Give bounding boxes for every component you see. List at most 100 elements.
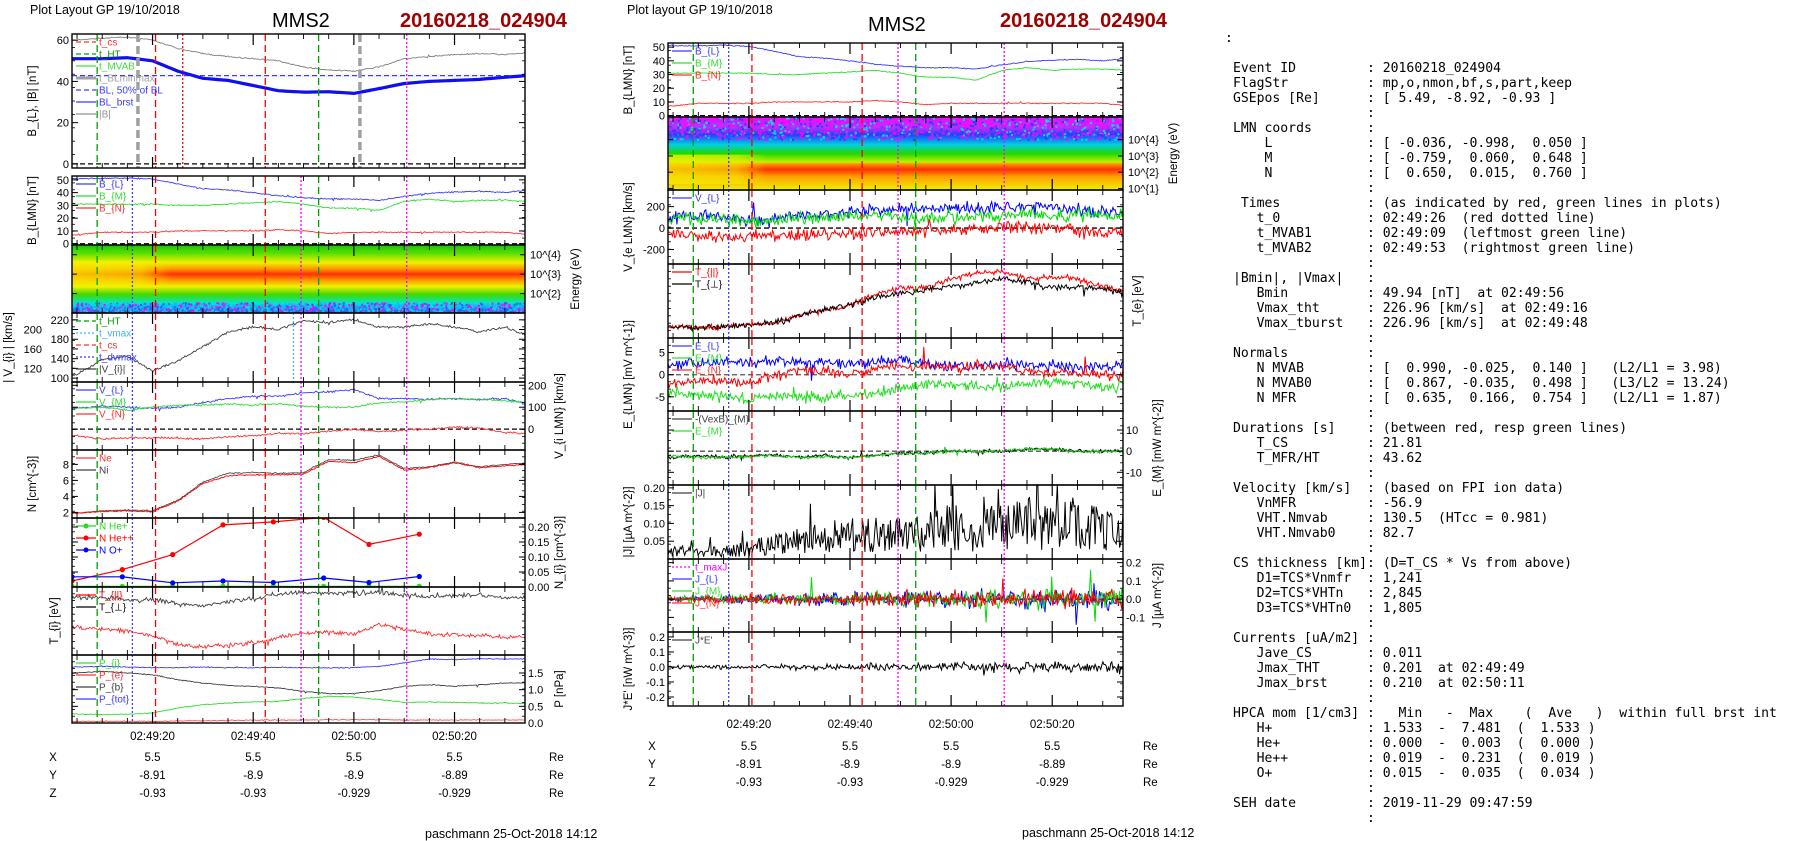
panel-frame xyxy=(71,33,526,169)
layout-label: Plot layout GP 19/10/2018 xyxy=(627,3,773,17)
series-line xyxy=(72,657,525,669)
summary-colon: : xyxy=(1367,256,1383,271)
time-tick-label: 02:50:00 xyxy=(331,731,376,743)
y-axis-label: B_{L}, |B| [nT] xyxy=(27,65,39,136)
series-line xyxy=(72,397,525,412)
summary-label: O+ xyxy=(1233,766,1273,781)
y-tick-label: 160 xyxy=(24,344,42,356)
y-tick-label: 0.15 xyxy=(644,501,665,513)
summary-value: (based on FPI ion data) xyxy=(1382,481,1565,496)
legend-label: t_maxJ xyxy=(695,563,727,574)
panel-frame xyxy=(71,654,526,724)
y-axis-label: Energy (eV) xyxy=(570,248,582,310)
summary-value: (as indicated by red, green lines in plo… xyxy=(1382,196,1722,211)
ephemeris-value: -8.91 xyxy=(736,759,762,771)
y-tick-label: 0 xyxy=(1126,446,1132,458)
ephemeris-value: 5.5 xyxy=(447,752,463,764)
y-axis-label: J [µA m^{-2}] xyxy=(1152,563,1164,628)
summary-row: He++: 0.019 - 0.231 ( 0.019 ) xyxy=(1233,751,1777,766)
summary-colon: : xyxy=(1367,541,1383,556)
summary-colon: : xyxy=(1367,736,1383,751)
summary-label: N MFR xyxy=(1233,391,1297,406)
series-line xyxy=(72,695,525,716)
y-tick-label: 10^{3} xyxy=(530,269,561,281)
y-tick-label: 20 xyxy=(57,118,69,130)
summary-colon: : xyxy=(1367,316,1383,331)
series-line xyxy=(72,198,525,213)
series-line xyxy=(668,660,1123,676)
ephemeris-unit: Re xyxy=(549,788,564,800)
summary-colon: : xyxy=(1367,136,1383,151)
series-line xyxy=(668,485,1123,558)
series-line xyxy=(72,228,525,236)
y-tick-label: 40 xyxy=(653,56,665,68)
legend-label: t_HT xyxy=(99,317,121,328)
ephemeris-value: -8.91 xyxy=(139,770,165,782)
y-tick-label: 6 xyxy=(63,475,69,487)
summary-label: FlagStr xyxy=(1233,76,1289,91)
summary-label: N xyxy=(1233,166,1273,181)
summary-colon: : xyxy=(1367,586,1383,601)
summary-colon: : xyxy=(1367,646,1383,661)
series-line xyxy=(668,199,1123,228)
summary-colon: : xyxy=(1367,436,1383,451)
summary-colon: : xyxy=(1367,526,1383,541)
legend-label: P_{b} xyxy=(99,683,124,694)
y-tick-label: -0.1 xyxy=(1126,612,1145,624)
summary-value: 0.011 xyxy=(1382,646,1423,661)
legend-label: V_{L} xyxy=(695,194,720,205)
summary-colon: : xyxy=(1367,196,1383,211)
summary-value: 1.533 - 7.481 ( 1.533 ) xyxy=(1382,721,1596,736)
data-point xyxy=(321,575,327,581)
summary-colon: : xyxy=(1367,661,1383,676)
legend-label: E_{L} xyxy=(695,342,720,353)
series-line xyxy=(668,44,1123,70)
summary-value: (D=T_CS * Vs from above) xyxy=(1382,556,1572,571)
series-line xyxy=(72,575,420,584)
time-tick-label: 02:50:00 xyxy=(929,719,974,731)
summary-label: Vmax_tburst xyxy=(1233,316,1344,331)
footer-credit: paschmann 25-Oct-2018 14:12 xyxy=(425,827,597,841)
summary-row: N MFR: [ 0.635, 0.166, 0.754 ] (L2/L1 = … xyxy=(1233,391,1777,406)
summary-value: [ 0.635, 0.166, 0.754 ] (L2/L1 = 1.87) xyxy=(1382,391,1722,406)
legend-label: |J| xyxy=(695,489,705,500)
spectrogram-noise xyxy=(668,117,1123,141)
summary-row: Normals: xyxy=(1233,346,1777,361)
series-line xyxy=(72,454,525,514)
y-tick-label: 0 xyxy=(528,424,534,436)
summary-value: 43.62 xyxy=(1382,451,1423,466)
panel-frame xyxy=(71,517,526,588)
panel: 100 120 140 160 180 200 220 t_HTt_vmaxt_cst_dvm… xyxy=(3,312,526,385)
summary-value: [ 0.650, 0.015, 0.760 ] xyxy=(1382,166,1588,181)
summary-colon: : xyxy=(1367,181,1383,196)
summary-value: 02:49:09 (leftmost green line) xyxy=(1382,226,1628,241)
summary-colon: : xyxy=(1367,106,1383,121)
legend-label: t_BLminmax xyxy=(99,74,155,85)
ephemeris-value: 5.5 xyxy=(741,741,757,753)
ephemeris-value: -8.9 xyxy=(344,770,364,782)
summary-label: Durations [s] xyxy=(1233,421,1336,436)
summary-value: (between red, resp green lines) xyxy=(1382,421,1628,436)
summary-value: 02:49:26 (red dotted line) xyxy=(1382,211,1596,226)
summary-row: M: [ -0.759, 0.060, 0.648 ] xyxy=(1233,151,1777,166)
summary-colon: : xyxy=(1367,91,1383,106)
ephemeris-value: 5.5 xyxy=(346,752,362,764)
summary-label: HPCA mom [1/cm3] xyxy=(1233,706,1360,721)
spacecraft-title: MMS2 xyxy=(272,10,330,32)
ephemeris-label: Y xyxy=(648,759,656,771)
panel: -0.2 -0.1 0.0 0.1 0.2 J*E' J*E' [nW m^{-3}] xyxy=(623,627,1124,711)
y-tick-label: 10^{2} xyxy=(1128,167,1159,179)
y-axis-label: |J| [µA m^{-2}] xyxy=(623,486,635,557)
series-line xyxy=(668,219,1123,243)
event-title: 20160218_024904 xyxy=(400,10,568,32)
summary-row: VHT.Nmvab: 130.5 (HTcc = 0.981) xyxy=(1233,511,1777,526)
summary-row: : xyxy=(1233,691,1777,706)
y-tick-label: 200 xyxy=(647,202,665,214)
summary-label: He++ xyxy=(1233,751,1289,766)
summary-colon: : xyxy=(1367,781,1383,796)
summary-value: 226.96 [km/s] at 02:49:48 xyxy=(1382,316,1588,331)
summary-label: N MVAB xyxy=(1233,361,1304,376)
legend-label: N He++ xyxy=(99,534,134,545)
